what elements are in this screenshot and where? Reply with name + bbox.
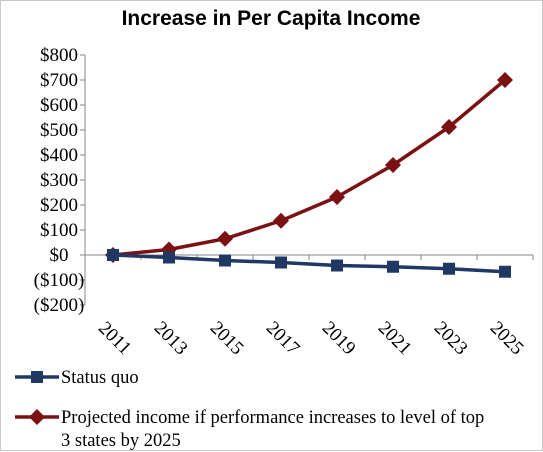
series-group <box>105 72 513 278</box>
data-point-marker <box>275 256 287 269</box>
x-tick-label: 2015 <box>206 317 248 359</box>
data-point-marker <box>163 251 175 264</box>
legend-label: Projected income if performance increase… <box>61 408 484 428</box>
x-tick-label: 2013 <box>150 317 192 359</box>
y-tick-label: $400 <box>40 145 78 166</box>
y-tick-label: ($100) <box>34 270 85 291</box>
data-point-marker <box>217 230 233 247</box>
chart-title: Increase in Per Capita Income <box>122 7 421 30</box>
axes <box>80 54 534 306</box>
legend-item-0: Status quo <box>15 368 139 388</box>
y-tick-label: $800 <box>40 45 78 66</box>
data-point-marker <box>387 260 399 273</box>
x-tick-labels: 2011 2013 2015 2017 2019 2021 2023 2025 <box>94 317 527 359</box>
data-point-marker <box>107 249 119 261</box>
x-tick-label: 2019 <box>318 317 360 359</box>
data-point-marker <box>443 262 455 275</box>
x-tick-label: 2023 <box>430 317 472 359</box>
legend-swatch-marker <box>31 371 43 383</box>
data-point-marker <box>329 189 345 205</box>
series-0 <box>107 249 511 278</box>
data-point-marker <box>497 72 513 88</box>
legend-swatch-marker <box>29 409 45 425</box>
y-tick-label: ($200) <box>34 295 85 316</box>
legend-label: 3 states by 2025 <box>61 431 181 451</box>
series-line <box>112 78 507 257</box>
y-tick-label: $700 <box>40 70 78 91</box>
data-point-marker <box>385 157 401 173</box>
y-tick-labels: $800 $700 $600 $500 $400 $300 $200 $100 $0 ($100)… <box>34 45 85 316</box>
y-tick-label: $600 <box>40 95 78 116</box>
x-tick-label: 2017 <box>262 317 304 359</box>
legend-item-1: Projected income if performance increase… <box>15 408 484 451</box>
series-1 <box>105 72 513 263</box>
y-tick-label: $300 <box>40 170 78 191</box>
series-line <box>112 253 506 274</box>
data-point-marker <box>331 259 343 272</box>
legend-label: Status quo <box>61 368 139 388</box>
data-point-marker <box>219 254 231 267</box>
data-point-marker <box>499 265 511 278</box>
x-tick-label: 2011 <box>94 318 135 359</box>
legend: Status quo Projected income if performanc… <box>15 368 484 451</box>
y-tick-label: $0 <box>50 245 69 266</box>
x-tick-label: 2021 <box>374 317 416 359</box>
data-point-marker <box>441 119 457 135</box>
x-tick-label: 2025 <box>486 317 528 359</box>
y-tick-label: $100 <box>40 220 78 241</box>
y-tick-label: $500 <box>40 120 78 141</box>
y-tick-label: $200 <box>40 195 78 216</box>
data-point-marker <box>273 212 289 229</box>
